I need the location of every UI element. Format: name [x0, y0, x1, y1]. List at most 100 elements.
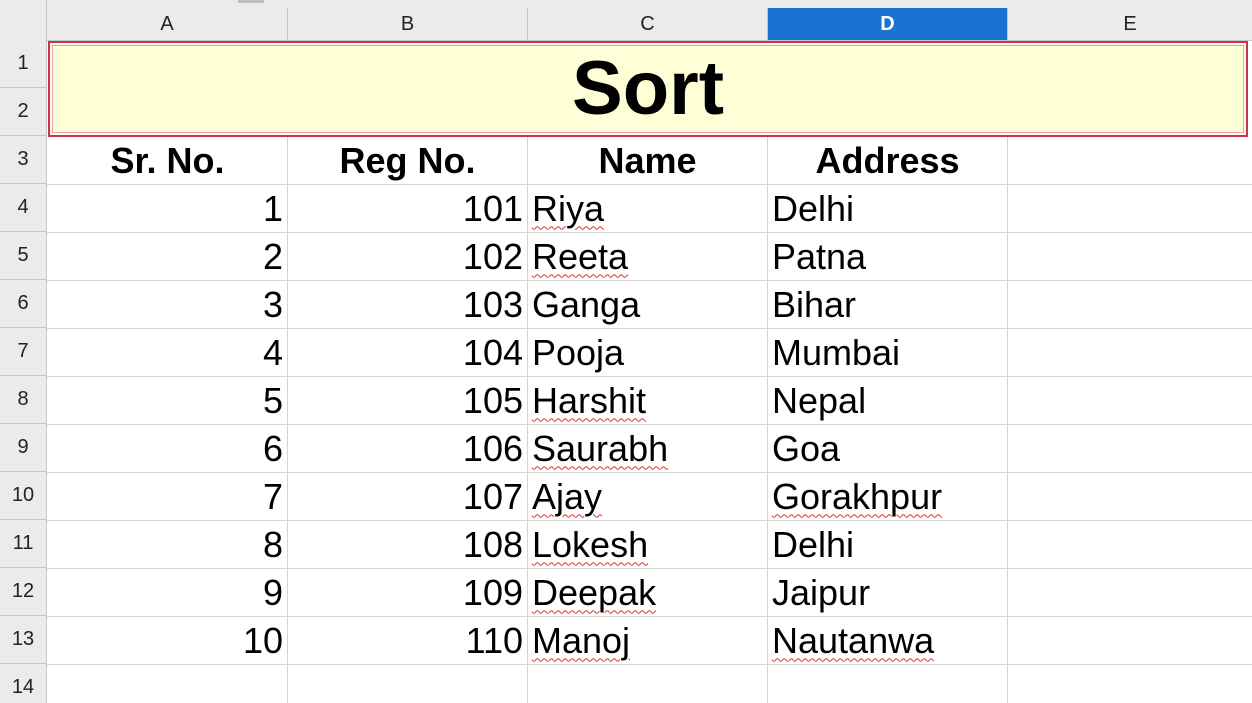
column-resize-tab[interactable] [238, 0, 264, 3]
grid-line [767, 136, 768, 703]
cell-name[interactable]: Saurabh [528, 425, 767, 472]
cell-address[interactable]: Jaipur [768, 569, 1007, 616]
row-header-9[interactable]: 9 [0, 424, 46, 472]
cell-reg-no[interactable]: 105 [288, 377, 527, 424]
cell-reg-no-text: 107 [462, 475, 523, 517]
cell-name[interactable]: Deepak [528, 569, 767, 616]
header-address[interactable]: Address [815, 140, 960, 181]
cell-sr-no[interactable]: 10 [48, 617, 287, 664]
cell-reg-no-text: 109 [462, 571, 523, 613]
cell-name[interactable]: Ganga [528, 281, 767, 328]
row-header-7[interactable]: 7 [0, 328, 46, 376]
cell-sr-no[interactable]: 6 [48, 425, 287, 472]
sheet-title: Sort [572, 46, 724, 131]
cell-reg-no[interactable]: 110 [288, 617, 527, 664]
cell-reg-no[interactable]: 101 [288, 185, 527, 232]
cell-name-text: Saurabh [532, 427, 669, 469]
cell-reg-no[interactable]: 104 [288, 329, 527, 376]
column-header-d[interactable]: D [768, 8, 1008, 40]
cell-name[interactable]: Ajay [528, 473, 767, 520]
cell-reg-no-text: 101 [462, 187, 523, 229]
row-header-8[interactable]: 8 [0, 376, 46, 424]
cell-address[interactable]: Patna [768, 233, 1007, 280]
header-sr-no[interactable]: Sr. No. [110, 140, 225, 181]
grid-line [47, 328, 1252, 329]
row-header-5[interactable]: 5 [0, 232, 46, 280]
header-name[interactable]: Name [598, 140, 697, 181]
column-header-b[interactable]: B [288, 8, 528, 40]
cell-sr-no-text: 1 [262, 187, 283, 229]
cell-name-text: Ganga [532, 283, 641, 325]
grid-line [47, 280, 1252, 281]
cell-name-text: Manoj [532, 619, 631, 661]
row-header-4[interactable]: 4 [0, 184, 46, 232]
cell-reg-no-text: 104 [462, 331, 523, 373]
row-header-14[interactable]: 14 [0, 664, 46, 703]
cell-reg-no[interactable]: 109 [288, 569, 527, 616]
grid-line [47, 184, 1252, 185]
cell-name-text: Riya [532, 187, 605, 229]
cell-address[interactable]: Delhi [768, 185, 1007, 232]
cell-address-text: Goa [772, 427, 841, 469]
cell-address[interactable]: Delhi [768, 521, 1007, 568]
cell-reg-no-text: 102 [462, 235, 523, 277]
cell-sr-no[interactable]: 1 [48, 185, 287, 232]
select-all-corner[interactable] [0, 0, 47, 40]
grid-line [47, 664, 1252, 665]
cell-sr-no[interactable]: 8 [48, 521, 287, 568]
cell-sr-no-text: 9 [262, 571, 283, 613]
cell-address[interactable]: Goa [768, 425, 1007, 472]
cell-address-text: Delhi [772, 523, 855, 565]
grid-line [47, 568, 1252, 569]
row-header-1[interactable]: 1 [0, 40, 46, 88]
cell-sr-no[interactable]: 3 [48, 281, 287, 328]
cell-name[interactable]: Riya [528, 185, 767, 232]
cell-reg-no-text: 105 [462, 379, 523, 421]
row-header-12[interactable]: 12 [0, 568, 46, 616]
cell-name-text: Reeta [532, 235, 629, 277]
column-header-c[interactable]: C [528, 8, 768, 40]
cell-sr-no[interactable]: 7 [48, 473, 287, 520]
cell-sr-no-text: 3 [262, 283, 283, 325]
row-header-11[interactable]: 11 [0, 520, 46, 568]
cell-address-text: Bihar [772, 283, 857, 325]
cell-name-text: Ajay [532, 475, 603, 517]
cell-reg-no-text: 106 [462, 427, 523, 469]
cell-name[interactable]: Reeta [528, 233, 767, 280]
title-merged-cell[interactable]: Sort [48, 41, 1248, 137]
cell-reg-no[interactable]: 106 [288, 425, 527, 472]
cell-name[interactable]: Manoj [528, 617, 767, 664]
header-reg-no[interactable]: Reg No. [339, 140, 476, 181]
cell-reg-no[interactable]: 102 [288, 233, 527, 280]
cell-name-text: Harshit [532, 379, 647, 421]
cell-sr-no[interactable]: 5 [48, 377, 287, 424]
cell-name[interactable]: Harshit [528, 377, 767, 424]
cell-reg-no[interactable]: 108 [288, 521, 527, 568]
cell-reg-no[interactable]: 107 [288, 473, 527, 520]
grid-line [47, 520, 1252, 521]
cell-sr-no[interactable]: 4 [48, 329, 287, 376]
row-header-6[interactable]: 6 [0, 280, 46, 328]
cell-address[interactable]: Bihar [768, 281, 1007, 328]
cell-address[interactable]: Nepal [768, 377, 1007, 424]
cell-name[interactable]: Pooja [528, 329, 767, 376]
cell-address[interactable]: Gorakhpur [768, 473, 1007, 520]
grid-line [47, 472, 1252, 473]
cell-address-text: Nautanwa [772, 619, 935, 661]
row-header-13[interactable]: 13 [0, 616, 46, 664]
row-header-10[interactable]: 10 [0, 472, 46, 520]
cell-address[interactable]: Nautanwa [768, 617, 1007, 664]
cell-sr-no-text: 6 [262, 427, 283, 469]
cell-sr-no[interactable]: 9 [48, 569, 287, 616]
cell-sr-no-text: 10 [242, 619, 283, 661]
cell-name[interactable]: Lokesh [528, 521, 767, 568]
cell-sr-no-text: 4 [262, 331, 283, 373]
row-header-bar: 1 2 3 4 5 6 7 8 9 10 11 12 13 14 [0, 40, 47, 703]
cell-sr-no[interactable]: 2 [48, 233, 287, 280]
cell-address[interactable]: Mumbai [768, 329, 1007, 376]
column-header-e[interactable]: E [1123, 12, 1137, 35]
cell-reg-no[interactable]: 103 [288, 281, 527, 328]
row-header-2[interactable]: 2 [0, 88, 46, 136]
column-header-a[interactable]: A [47, 8, 288, 40]
row-header-3[interactable]: 3 [0, 136, 46, 184]
